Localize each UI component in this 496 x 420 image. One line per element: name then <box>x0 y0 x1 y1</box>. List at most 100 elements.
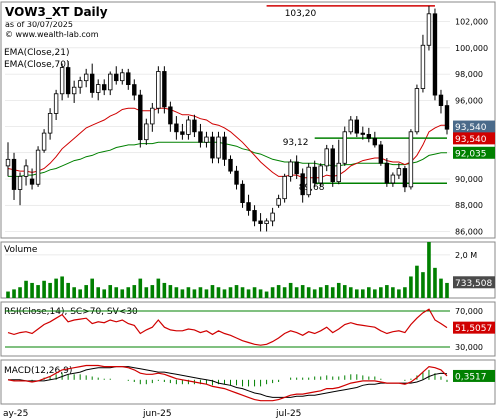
candle-down <box>330 148 335 183</box>
volume-bar <box>72 287 76 298</box>
x-label-may: ay-25 <box>3 409 28 419</box>
price-last-badge-bg <box>453 120 495 133</box>
volume-bar <box>24 280 28 298</box>
candle-down <box>114 73 119 82</box>
volume-bar <box>397 289 401 298</box>
ema21-last-badge-bg <box>453 132 495 145</box>
candle-down <box>174 123 179 133</box>
rsi-line <box>7 308 448 346</box>
candle-up <box>144 123 149 141</box>
candle-down <box>168 106 173 125</box>
volume-bar <box>361 289 365 298</box>
volume-bar <box>433 267 437 298</box>
candle-down <box>444 105 450 130</box>
ema70-last-badge-bg <box>453 146 495 159</box>
volume-bar <box>385 285 389 298</box>
candle-down <box>65 67 71 95</box>
volume-bar <box>30 282 34 298</box>
candle-up <box>47 113 53 134</box>
candle-up <box>204 136 209 143</box>
candle-up <box>77 80 83 88</box>
candle-down <box>258 220 263 224</box>
volume-bar <box>300 285 305 298</box>
volume-bar <box>180 289 185 298</box>
candle-down <box>360 132 366 135</box>
macd-title: MACD(12,26,9) <box>4 366 72 376</box>
volume-last-badge-bg <box>453 276 495 289</box>
volume-bar <box>78 289 82 298</box>
candle-up <box>348 119 353 133</box>
candle-down <box>198 131 203 143</box>
candle-down <box>222 136 227 160</box>
volume-bar <box>150 285 155 298</box>
volume-bar <box>306 287 311 298</box>
candle-down <box>354 119 359 134</box>
volume-bar <box>126 287 131 298</box>
volume-bar <box>84 285 88 298</box>
price-tick-label: 98,000 <box>455 70 483 79</box>
volume-bar <box>102 289 107 298</box>
volume-title: Volume <box>4 245 38 255</box>
candle-up <box>324 148 329 167</box>
volume-bar <box>66 282 70 298</box>
volume-bar <box>379 287 383 298</box>
x-label-jun: jun-25 <box>142 409 172 419</box>
volume-bar <box>216 287 221 298</box>
price-tick-label: 88,000 <box>455 201 483 210</box>
volume-bar <box>294 287 299 298</box>
volume-bar <box>276 285 281 298</box>
candle-up <box>342 131 347 164</box>
volume-bar <box>258 289 263 298</box>
volume-bar <box>192 289 197 298</box>
macd-last-badge-bg <box>453 369 495 382</box>
candle-up <box>408 131 414 188</box>
volume-bar <box>174 287 179 298</box>
chart-marks: 86,00088,00090,00092,00094,00096,00098,0… <box>0 1 496 405</box>
volume-bar <box>330 287 335 298</box>
price-tick-label: 102,000 <box>455 18 488 27</box>
candle-up <box>186 119 191 135</box>
volume-bar <box>18 287 22 298</box>
volume-bar <box>391 287 395 298</box>
volume-bar <box>421 272 425 298</box>
candle-up <box>96 84 101 93</box>
candle-up <box>270 212 275 222</box>
price-tick-label: 96,000 <box>455 96 483 105</box>
candle-down <box>132 84 137 96</box>
volume-bar <box>204 289 209 298</box>
price-tick-label: 100,000 <box>455 44 488 53</box>
as-of-date: as of 30/07/2025 <box>5 20 73 29</box>
candle-up <box>71 86 77 95</box>
volume-bar <box>12 289 16 298</box>
volume-bar <box>36 285 40 298</box>
candle-up <box>282 175 287 200</box>
volume-bar <box>90 278 94 298</box>
volume-bar <box>228 287 233 298</box>
rsi-title: RSI(Close,14), SC>70, SV<30 <box>4 307 138 317</box>
volume-bar <box>312 289 317 298</box>
candle-up <box>318 165 323 184</box>
volume-bar <box>210 285 215 298</box>
volume-bar <box>54 278 58 298</box>
candle-up <box>17 175 23 190</box>
volume-bar <box>114 287 119 298</box>
rsi-last-badge-bg <box>453 321 495 334</box>
volume-bar <box>288 282 293 298</box>
macd-signal-line <box>8 366 448 398</box>
volume-bar <box>348 287 353 298</box>
volume-bar <box>318 287 323 298</box>
ema70-last-badge: 92,035 <box>455 149 487 159</box>
high-level-label: 103,20 <box>285 9 317 19</box>
candle-up <box>390 174 396 184</box>
support-level-label: 89,68 <box>299 183 325 193</box>
candle-down <box>402 168 408 188</box>
volume-bar <box>96 287 101 298</box>
rsi-tick-70: 70,000 <box>455 307 483 316</box>
volume-bar <box>234 285 239 298</box>
candle-down <box>89 73 95 93</box>
candle-down <box>372 137 378 146</box>
candle-down <box>240 183 245 204</box>
volume-bar <box>367 287 371 298</box>
volume-bar <box>156 278 161 298</box>
candle-down <box>162 71 167 108</box>
